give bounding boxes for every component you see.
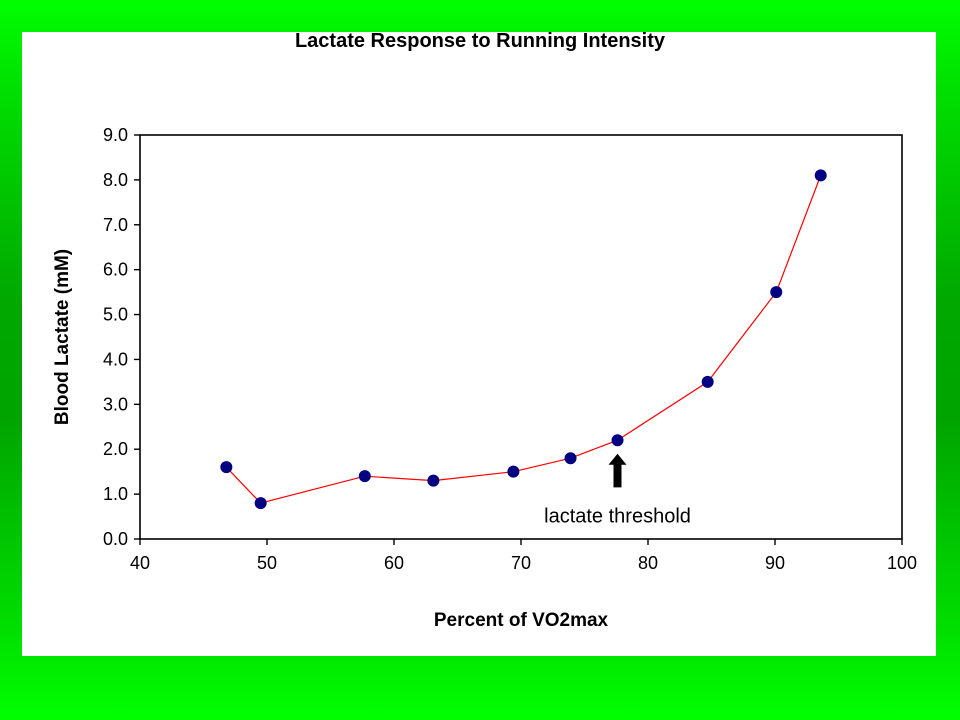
x-tick-label: 40 bbox=[130, 553, 150, 573]
y-tick-label: 1.0 bbox=[103, 484, 128, 504]
chart-title: Lactate Response to Running Intensity bbox=[294, 30, 666, 52]
y-axis-ticks: 0.0 1.0 2.0 3.0 4.0 5.0 6.0 7.0 8.0 9.0 bbox=[103, 125, 140, 549]
data-point bbox=[254, 497, 267, 510]
data-point bbox=[220, 461, 233, 474]
x-tick-label: 50 bbox=[257, 553, 277, 573]
data-point bbox=[814, 169, 827, 182]
x-tick-label: 90 bbox=[765, 553, 785, 573]
series-line bbox=[225, 175, 822, 504]
x-tick-label: 80 bbox=[638, 553, 658, 573]
y-tick-label: 0.0 bbox=[103, 529, 128, 549]
x-axis-ticks: 40 50 60 70 80 90 100 bbox=[130, 539, 917, 573]
data-point bbox=[701, 375, 714, 388]
data-point bbox=[770, 286, 783, 299]
annotation: lactate threshold bbox=[544, 453, 691, 527]
x-tick-label: 70 bbox=[511, 553, 531, 573]
y-tick-label: 6.0 bbox=[103, 260, 128, 280]
threshold-arrow bbox=[608, 453, 627, 488]
data-point bbox=[507, 465, 520, 478]
y-tick-label: 2.0 bbox=[103, 439, 128, 459]
y-axis-title: Blood Lactate (mM) bbox=[52, 249, 73, 425]
data-point bbox=[611, 434, 624, 447]
data-point bbox=[427, 474, 440, 487]
x-axis-title: Percent of VO2max bbox=[434, 610, 609, 631]
data-points bbox=[220, 169, 827, 510]
series-line-path bbox=[225, 175, 822, 504]
data-point bbox=[358, 470, 371, 483]
x-tick-label: 100 bbox=[887, 553, 917, 573]
x-tick-label: 60 bbox=[384, 553, 404, 573]
y-tick-label: 5.0 bbox=[103, 305, 128, 325]
annotation-label: lactate threshold bbox=[544, 505, 691, 527]
y-tick-label: 7.0 bbox=[103, 215, 128, 235]
plot-area-border bbox=[139, 134, 903, 540]
chart-panel bbox=[22, 32, 936, 656]
y-tick-label: 9.0 bbox=[103, 125, 128, 145]
plot-frame bbox=[139, 134, 903, 540]
y-tick-label: 4.0 bbox=[103, 349, 128, 369]
y-tick-label: 3.0 bbox=[103, 394, 128, 414]
data-point bbox=[564, 452, 577, 465]
y-tick-label: 8.0 bbox=[103, 170, 128, 190]
